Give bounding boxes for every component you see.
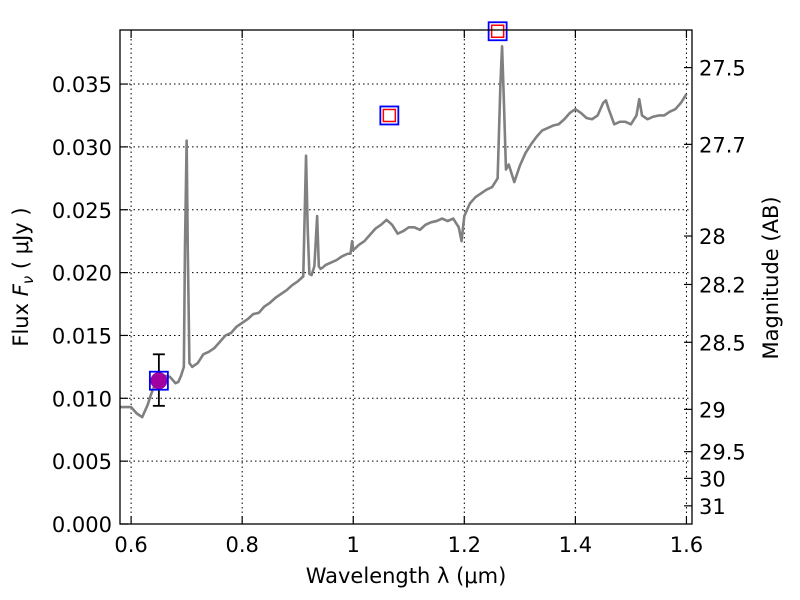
- mag-tick-label: 28.2: [699, 273, 746, 297]
- mag-tick-label: 27.7: [699, 133, 746, 157]
- y-tick-label: 0.030: [52, 136, 112, 160]
- mag-tick-label: 28.5: [699, 331, 746, 355]
- mag-tick-label: 28: [699, 225, 726, 249]
- mag-tick-label: 27.5: [699, 57, 746, 81]
- spectrum-line: [120, 45, 688, 419]
- y-tick-label: 0.000: [52, 513, 112, 537]
- series-layer: [120, 45, 688, 419]
- y-axis-label-left: Flux Fν ( μJy ): [9, 207, 37, 346]
- y-tick-label: 0.005: [52, 450, 112, 474]
- photometry-square: [148, 370, 169, 391]
- photometry-square: [487, 21, 508, 42]
- y-axis-label-right: Magnitude (AB): [759, 196, 783, 359]
- y-tick-label: 0.025: [52, 199, 112, 223]
- x-tick-label: 1: [347, 533, 360, 557]
- grid: [120, 30, 692, 524]
- x-tick-label: 0.8: [225, 533, 258, 557]
- x-tick-label: 1.6: [670, 533, 703, 557]
- plot-frame: [119, 29, 693, 525]
- y-tick-label: 0.010: [52, 387, 112, 411]
- mag-tick-label: 31: [699, 495, 726, 519]
- photometry-square-small: [382, 108, 397, 123]
- y-tick-label: 0.035: [52, 73, 112, 97]
- mag-tick-label: 30: [699, 467, 726, 491]
- y-tick-label: 0.015: [52, 324, 112, 348]
- mag-tick-label: 29: [699, 398, 726, 422]
- x-tick-label: 1.2: [448, 533, 481, 557]
- tick-layer: 0.6 0.8 1 1.2 1.4 1.6 0.000 0.005 0.010 0.015 0.02…: [52, 30, 746, 557]
- photometry-square-small: [490, 24, 505, 39]
- photometry-point: [150, 372, 168, 390]
- marker-layer: [148, 21, 508, 407]
- x-axis-label: Wavelength λ (μm): [306, 564, 507, 588]
- mag-tick-label: 29.5: [699, 441, 746, 465]
- y-tick-label: 0.020: [52, 262, 112, 286]
- x-tick-label: 0.6: [114, 533, 147, 557]
- x-tick-label: 1.4: [559, 533, 592, 557]
- photometry-square: [379, 105, 400, 126]
